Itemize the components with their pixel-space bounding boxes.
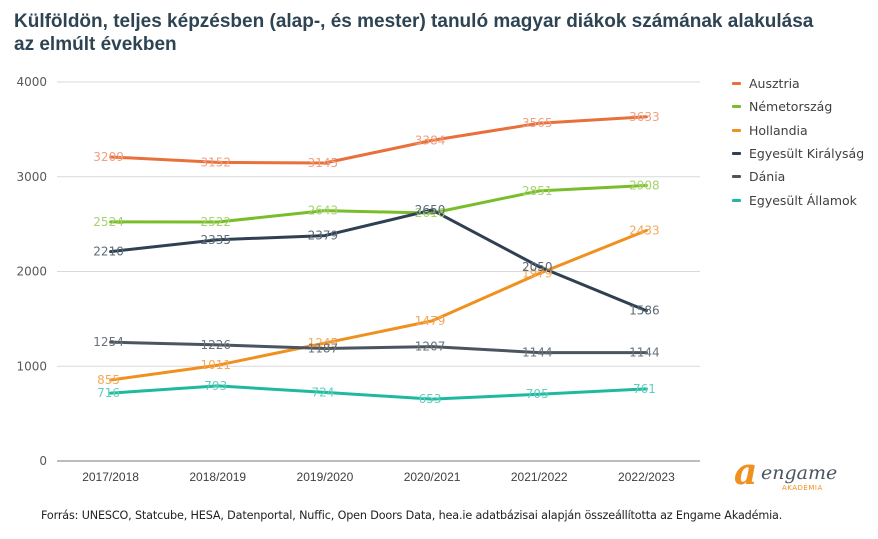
legend-label: Ausztria bbox=[749, 76, 800, 92]
data-label: 705 bbox=[526, 387, 549, 401]
data-label: 2210 bbox=[93, 245, 124, 259]
series-line-egyesült-királyság bbox=[109, 208, 648, 313]
x-tick-label: 2021/2022 bbox=[511, 470, 568, 484]
x-tick-label: 2018/2019 bbox=[189, 470, 246, 484]
series-line-dánia bbox=[109, 340, 648, 355]
data-label: 716 bbox=[97, 386, 120, 400]
legend-item: Németország bbox=[732, 95, 864, 118]
logo-mark: a bbox=[734, 451, 758, 493]
legend-swatch bbox=[732, 198, 741, 202]
data-label: 1011 bbox=[200, 358, 231, 372]
data-label: 2616 bbox=[415, 206, 446, 220]
data-label: 3565 bbox=[522, 116, 553, 130]
x-tick-label: 2019/2020 bbox=[297, 470, 354, 484]
data-label: 2522 bbox=[200, 215, 231, 229]
x-tick-label: 2017/2018 bbox=[82, 470, 139, 484]
series-line-németország bbox=[109, 183, 648, 224]
engame-logo: a engame AKADÉMIA bbox=[734, 452, 844, 494]
data-label: 1144 bbox=[629, 346, 660, 360]
legend-item: Hollandia bbox=[732, 119, 864, 142]
data-label: 1979 bbox=[522, 266, 553, 280]
data-label: 3633 bbox=[629, 110, 660, 124]
y-tick-label: 1000 bbox=[16, 359, 47, 373]
data-label: 1479 bbox=[415, 314, 446, 328]
data-label: 3152 bbox=[200, 155, 231, 169]
legend-item: Ausztria bbox=[732, 72, 864, 95]
y-tick-label: 3000 bbox=[16, 170, 47, 184]
data-label: 3145 bbox=[308, 156, 339, 170]
data-label: 2335 bbox=[200, 233, 231, 247]
data-label: 1245 bbox=[308, 336, 339, 350]
data-label: 855 bbox=[97, 373, 120, 387]
legend-swatch bbox=[732, 105, 741, 109]
legend-swatch bbox=[732, 128, 741, 132]
legend-label: Németország bbox=[749, 99, 833, 115]
data-label: 1187 bbox=[308, 342, 339, 356]
legend-label: Egyesült Államok bbox=[749, 192, 857, 208]
data-label: 1207 bbox=[415, 340, 446, 354]
legend: Ausztria Németország Hollandia Egyesült Kir… bbox=[732, 72, 864, 212]
logo-word: engame bbox=[761, 462, 838, 484]
data-label: 1144 bbox=[522, 346, 553, 360]
data-label: 1254 bbox=[93, 335, 124, 349]
chart-title: Külföldön, teljes képzésben (alap-, és m… bbox=[14, 11, 814, 55]
data-label: 653 bbox=[419, 392, 442, 406]
data-label: 793 bbox=[204, 379, 227, 393]
series-line-hollandia bbox=[109, 228, 648, 382]
data-label: 2524 bbox=[93, 215, 124, 229]
data-label: 1226 bbox=[200, 338, 231, 352]
legend-label: Hollandia bbox=[749, 122, 808, 138]
data-label: 2650 bbox=[415, 203, 446, 217]
data-label: 761 bbox=[633, 382, 656, 396]
x-tick-label: 2022/2023 bbox=[618, 470, 675, 484]
logo-sub: AKADÉMIA bbox=[782, 484, 823, 492]
data-label: 2433 bbox=[629, 223, 660, 237]
y-tick-label: 2000 bbox=[16, 265, 47, 279]
series-line-ausztria bbox=[109, 115, 648, 165]
legend-item: Egyesült Államok bbox=[732, 188, 864, 211]
source-note: Forrás: UNESCO, Statcube, HESA, Datenpor… bbox=[41, 509, 783, 522]
data-label: 2643 bbox=[308, 204, 339, 218]
legend-swatch bbox=[732, 82, 741, 86]
legend-item: Dánia bbox=[732, 165, 864, 188]
data-label: 724 bbox=[311, 385, 334, 399]
x-tick-label: 2020/2021 bbox=[404, 470, 461, 484]
data-label: 3384 bbox=[415, 133, 446, 147]
legend-item: Egyesült Királyság bbox=[732, 142, 864, 165]
legend-swatch bbox=[732, 175, 741, 179]
y-tick-label: 0 bbox=[39, 454, 47, 468]
legend-label: Egyesült Királyság bbox=[749, 146, 865, 162]
data-label: 3209 bbox=[93, 150, 124, 164]
y-tick-label: 4000 bbox=[16, 75, 47, 89]
legend-label: Dánia bbox=[749, 169, 786, 185]
legend-swatch bbox=[732, 152, 741, 156]
data-label: 1586 bbox=[629, 304, 660, 318]
series-line-egyesült-államok bbox=[109, 384, 648, 401]
data-label: 2379 bbox=[308, 229, 339, 243]
data-label: 2908 bbox=[629, 178, 660, 192]
data-label: 2851 bbox=[522, 184, 553, 198]
data-label: 2050 bbox=[522, 260, 553, 274]
